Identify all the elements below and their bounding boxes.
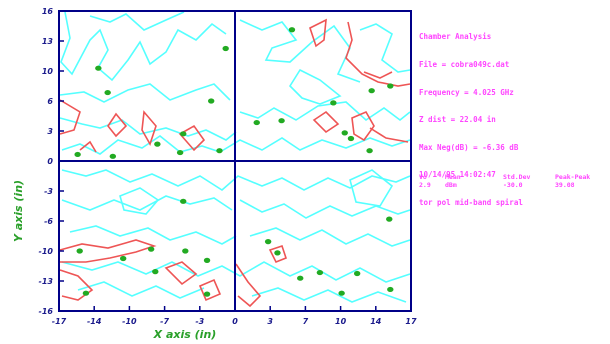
data-point	[148, 247, 154, 252]
data-point	[368, 88, 374, 93]
info-max-neg: Max Neg(dB) = -6.36 dB	[419, 143, 523, 152]
data-point	[278, 118, 284, 123]
y-tick-label: 0	[47, 157, 53, 166]
stats-cell: 2.9	[419, 181, 445, 189]
data-point	[182, 248, 188, 253]
y-tick-label: -10	[39, 247, 54, 256]
x-tick-label: -17	[52, 317, 67, 326]
y-tick-label: 6	[47, 97, 53, 106]
data-point	[354, 271, 360, 276]
data-point	[110, 154, 116, 159]
data-point	[95, 66, 101, 71]
data-point	[289, 27, 295, 32]
stats-cell: 39.08	[555, 181, 595, 189]
y-tick-label: 3	[47, 127, 53, 136]
data-point	[83, 291, 89, 296]
x-tick-label: 14	[370, 317, 382, 326]
data-point	[177, 150, 183, 155]
y-tick-label: -13	[39, 277, 54, 286]
info-file: File = cobra049c.dat	[419, 60, 523, 69]
data-point	[342, 130, 348, 135]
data-point	[366, 148, 372, 153]
y-tick-label: -6	[44, 217, 53, 226]
y-tick-label: 10	[42, 67, 54, 76]
stats-header: Vo	[419, 173, 445, 181]
data-point	[386, 217, 392, 222]
info-z-dist: Z dist = 22.04 in	[419, 115, 523, 124]
data-point	[387, 83, 393, 88]
x-tick-label: -3	[195, 317, 204, 326]
x-axis-title: X axis (in)	[153, 328, 217, 341]
info-frequency: Frequency = 4.025 GHz	[419, 88, 523, 97]
info-title: Chamber Analysis	[419, 32, 523, 41]
stats-value-row: 2.9 dBm -30.0 39.08	[419, 181, 595, 189]
data-point	[265, 239, 271, 244]
stats-cell: -30.0	[503, 181, 555, 189]
data-point	[152, 269, 158, 274]
data-point	[317, 270, 323, 275]
axis-ticks: -17 -14 -10 -7 -3 0 3 7 10 14 17 16 13 10 6 3 0 -3 -6 -10 -1…	[39, 7, 417, 326]
data-point	[222, 46, 228, 51]
data-point	[338, 291, 344, 296]
y-tick-label: 13	[42, 37, 54, 46]
y-tick-label: -3	[44, 187, 53, 196]
data-point	[74, 152, 80, 157]
y-axis-title: Y axis (in)	[12, 180, 25, 242]
data-point	[208, 98, 214, 103]
x-tick-label: -10	[122, 317, 137, 326]
info-description: tor pol mid-band spiral	[419, 198, 523, 207]
data-point	[77, 248, 83, 253]
x-tick-label: 3	[267, 317, 273, 326]
x-tick-label: -14	[87, 317, 102, 326]
y-tick-label: 16	[42, 7, 54, 16]
x-tick-label: 7	[303, 317, 309, 326]
stats-header: Mean	[445, 173, 503, 181]
x-tick-label: 10	[335, 317, 347, 326]
data-point	[348, 136, 354, 141]
stats-header: Std.Dev	[503, 173, 555, 181]
y-tick-label: -16	[39, 307, 54, 316]
data-point	[204, 258, 210, 263]
data-point	[254, 120, 260, 125]
data-point	[104, 90, 110, 95]
data-point	[180, 131, 186, 136]
x-tick-label: 17	[405, 317, 417, 326]
data-point	[387, 287, 393, 292]
data-point	[274, 250, 280, 255]
x-tick-label: -7	[160, 317, 169, 326]
data-point	[204, 292, 210, 297]
data-point	[297, 276, 303, 281]
stats-cell: dBm	[445, 181, 503, 189]
data-point	[216, 148, 222, 153]
stats-header: Peak-Peak	[555, 173, 595, 181]
data-point	[120, 256, 126, 261]
stats-table: Vo Mean Std.Dev Peak-Peak 2.9 dBm -30.0 …	[419, 173, 595, 189]
data-point	[330, 100, 336, 105]
stats-header-row: Vo Mean Std.Dev Peak-Peak	[419, 173, 595, 181]
data-point	[154, 142, 160, 147]
data-point	[180, 199, 186, 204]
x-tick-label: 0	[232, 317, 238, 326]
